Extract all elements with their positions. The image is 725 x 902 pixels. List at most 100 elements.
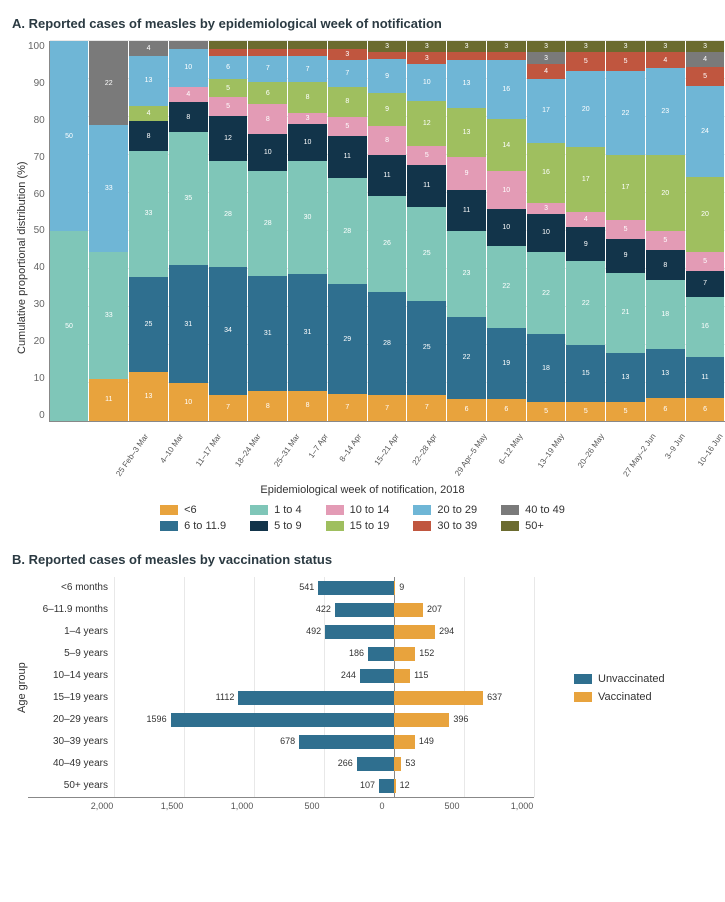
bar-segment: 5 (566, 52, 605, 71)
x-tick-label: 0 (379, 801, 384, 811)
bar-column: 13253384134 (129, 41, 168, 421)
legend-item: 1 to 4 (250, 504, 302, 516)
bar-segment: 5 (527, 402, 566, 421)
bar-segment: 5 (606, 402, 645, 421)
bar-vaccinated: 53 (394, 757, 401, 771)
bar-vaccinated: 149 (394, 735, 415, 749)
x-tick-label: 1,000 (231, 801, 254, 811)
bar-segment: 10 (288, 124, 327, 162)
bar-segment: 3 (288, 113, 327, 124)
bar-column: 8313010387 (288, 41, 327, 421)
bar-segment: 8 (248, 391, 287, 421)
bar-segment: 50 (50, 41, 89, 231)
bar-unvaccinated: 422 (335, 603, 394, 617)
bar-unvaccinated: 1112 (238, 691, 394, 705)
bar-column: 8312810867 (248, 41, 287, 421)
bar-segment: 5 (566, 402, 605, 421)
bar-segment: 20 (566, 71, 605, 147)
bar-segment: 11 (328, 136, 367, 178)
bar-segment (447, 52, 486, 59)
bar-segment: 7 (686, 271, 725, 297)
chart-a-plot: 5050113333221325338413410313584107342812… (49, 41, 725, 422)
bar-column: 5152294172053 (566, 41, 605, 421)
age-group-label: 20–29 years (28, 709, 108, 731)
x-tick-label: 1,500 (161, 801, 184, 811)
pyramid-row: 10712 (114, 775, 534, 797)
bar-segment: 11 (89, 379, 128, 421)
bar-segment: 9 (566, 227, 605, 261)
bar-segment: 5 (686, 252, 725, 271)
legend-item: 15 to 19 (326, 520, 390, 532)
bar-segment: 13 (606, 353, 645, 402)
bar-segment: 21 (606, 273, 645, 353)
bar-segment: 3 (527, 203, 566, 214)
bar-vaccinated: 207 (394, 603, 423, 617)
bar-segment: 20 (686, 177, 725, 252)
bar-segment: 17 (606, 155, 645, 220)
bar-segment: 7 (368, 395, 407, 421)
bar-segment: 10 (169, 383, 208, 421)
bar-segment: 3 (566, 41, 605, 52)
bar-column: 518221031617433 (527, 41, 566, 421)
bar-segment: 22 (447, 317, 486, 399)
bar-segment: 13 (129, 372, 168, 421)
bar-segment: 28 (248, 171, 287, 275)
bar-segment: 16 (487, 60, 526, 120)
bar-segment: 7 (209, 395, 248, 421)
pyramid-row: 1112637 (114, 687, 534, 709)
age-group-label: 40–49 years (28, 753, 108, 775)
x-tick-label: 2,000 (91, 801, 114, 811)
bar-segment: 11 (447, 190, 486, 231)
x-tick-label: 500 (304, 801, 319, 811)
chart-a: Cumulative proportional distribution (%)… (12, 41, 713, 474)
bar-segment: 29 (328, 284, 367, 394)
bar-vaccinated: 637 (394, 691, 483, 705)
bar-segment: 5 (686, 67, 725, 86)
bar-segment: 22 (606, 71, 645, 155)
chart-b-plot: 5419422207492294186152244115111263715963… (114, 577, 534, 798)
legend-item: Unvaccinated (574, 673, 665, 685)
bar-segment: 7 (288, 56, 327, 82)
bar-segment: 35 (169, 132, 208, 265)
bar-segment: 17 (527, 79, 566, 143)
bar-segment: 33 (89, 125, 128, 252)
bar-segment: 5 (209, 79, 248, 98)
bar-segment: 12 (407, 101, 446, 146)
bar-segment: 6 (686, 398, 725, 421)
pyramid-row: 5419 (114, 577, 534, 599)
bar-unvaccinated: 541 (318, 581, 394, 595)
bar-segment: 10 (527, 214, 566, 252)
bar-segment (169, 41, 208, 49)
bar-segment: 10 (487, 209, 526, 246)
bar-column: 61116752024543 (686, 41, 725, 421)
legend-item: 20 to 29 (413, 504, 477, 516)
bar-segment: 13 (129, 56, 168, 105)
bar-segment (288, 41, 327, 49)
panel-b-title: B. Reported cases of measles by vaccinat… (12, 552, 713, 567)
bar-segment: 19 (487, 328, 526, 399)
bar-segment: 8 (368, 126, 407, 156)
bar-segment: 6 (209, 56, 248, 79)
bar-segment: 3 (487, 41, 526, 52)
bar-segment: 23 (646, 68, 685, 155)
bar-segment: 22 (89, 41, 128, 125)
chart-b-legend: UnvaccinatedVaccinated (574, 673, 665, 703)
bar-segment: 4 (566, 212, 605, 227)
pyramid-row: 26653 (114, 753, 534, 775)
bar-segment: 8 (169, 102, 208, 132)
bar-segment: 9 (368, 93, 407, 126)
chart-a-legend: <61 to 410 to 1420 to 2940 to 496 to 11.… (12, 504, 713, 532)
bar-segment: 5 (328, 117, 367, 136)
age-group-label: 10–14 years (28, 665, 108, 687)
bar-segment: 3 (686, 41, 725, 52)
bar-segment: 3 (606, 41, 645, 52)
bar-segment: 9 (447, 157, 486, 191)
bar-segment: 25 (407, 207, 446, 301)
bar-column: 6222311913133 (447, 41, 486, 421)
age-group-label: 30–39 years (28, 731, 108, 753)
chart-b-x-axis: 2,0001,5001,00050005001,000 (102, 798, 522, 816)
bar-column: 5132195172253 (606, 41, 645, 421)
bar-column: 1031358410 (169, 41, 208, 421)
bar-segment: 11 (368, 155, 407, 196)
bar-segment: 7 (407, 395, 446, 421)
